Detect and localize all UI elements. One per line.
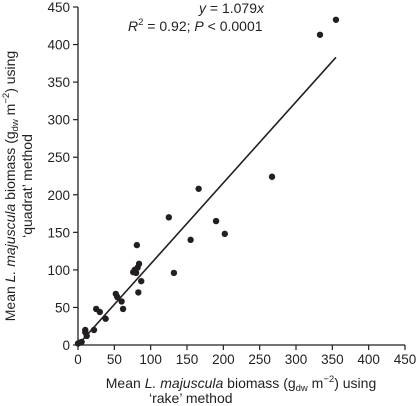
data-point bbox=[96, 308, 104, 316]
x-tick-label: 300 bbox=[285, 352, 308, 367]
data-point bbox=[135, 260, 143, 268]
y-tick-label: 350 bbox=[47, 75, 70, 90]
data-point bbox=[90, 326, 98, 334]
y-tick-label: 250 bbox=[47, 150, 70, 165]
x-tick-label: 50 bbox=[107, 352, 122, 367]
x-tick-label: 200 bbox=[212, 352, 235, 367]
axes bbox=[77, 7, 405, 346]
data-point bbox=[135, 289, 142, 296]
data-point bbox=[102, 315, 109, 322]
x-tick-label: 100 bbox=[139, 352, 162, 367]
data-point bbox=[82, 326, 89, 334]
x-tick-label: 150 bbox=[176, 352, 199, 367]
y-tick-label: 150 bbox=[47, 225, 70, 240]
data-point bbox=[170, 269, 178, 277]
data-point bbox=[212, 217, 220, 225]
x-axis-title-line2: ‘rake’ method bbox=[149, 390, 233, 406]
regression-line bbox=[77, 56, 337, 346]
data-point bbox=[195, 185, 202, 192]
data-point bbox=[78, 338, 85, 346]
data-point bbox=[316, 31, 324, 38]
data-point bbox=[133, 241, 141, 249]
x-tick-label: 250 bbox=[248, 352, 271, 367]
x-ticks: 0 50 100 150 200 250 300 350 400 450 bbox=[74, 345, 416, 367]
y-tick-label: 50 bbox=[55, 300, 70, 315]
data-point bbox=[119, 305, 127, 313]
x-tick-label: 400 bbox=[357, 352, 380, 367]
data-point bbox=[118, 298, 125, 305]
data-point bbox=[83, 332, 90, 340]
y-tick-label: 0 bbox=[62, 338, 70, 353]
data-point bbox=[332, 16, 340, 23]
y-tick-label: 100 bbox=[47, 263, 70, 278]
y-tick-label: 400 bbox=[47, 38, 70, 53]
regression-stats: R2 = 0.92; P < 0.0001 bbox=[128, 17, 263, 34]
y-ticks: 0 50 100 150 200 250 300 350 400 450 bbox=[47, 0, 78, 353]
y-tick-label: 300 bbox=[47, 113, 70, 128]
x-tick-label: 350 bbox=[321, 352, 344, 367]
x-tick-label: 0 bbox=[74, 352, 82, 367]
x-tick-label: 450 bbox=[394, 352, 417, 367]
data-point bbox=[221, 230, 228, 238]
data-point bbox=[187, 236, 194, 244]
y-axis-title-line1: Mean L. majuscula biomass (gdw m−2) usin… bbox=[1, 51, 21, 321]
x-axis-title-line1: Mean L. majuscula biomass (gdw m−2) usin… bbox=[106, 374, 376, 394]
y-axis-title-line2: ‘quadrat’ method bbox=[19, 134, 35, 238]
data-point bbox=[165, 214, 173, 221]
data-point bbox=[268, 173, 276, 180]
data-point bbox=[114, 293, 121, 301]
y-tick-label: 450 bbox=[47, 0, 70, 15]
data-point bbox=[138, 277, 145, 285]
data-points bbox=[74, 16, 340, 347]
regression-equation: y = 1.079x bbox=[198, 0, 265, 16]
y-tick-label: 200 bbox=[47, 188, 70, 203]
data-point bbox=[132, 269, 140, 277]
